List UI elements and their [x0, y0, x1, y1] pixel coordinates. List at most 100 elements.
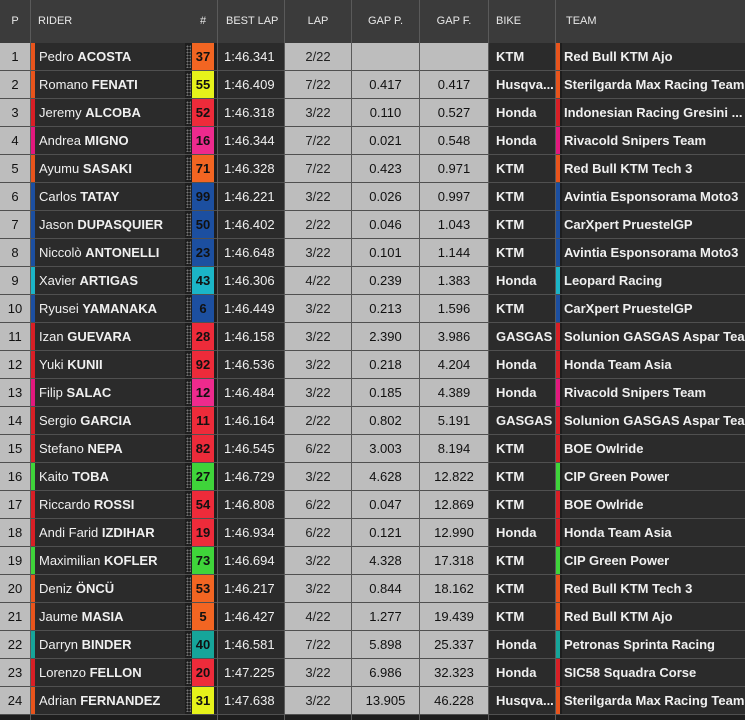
table-row[interactable]: 16 Kaito TOBA 27 1:46.729 3/22 4.628 12.822 KTM…	[0, 463, 745, 491]
rider-number-badge: 16	[192, 127, 214, 154]
rider-first-name: Darryn	[39, 637, 79, 652]
rider-name: Yuki KUNII	[31, 351, 185, 378]
gap-first-cell: 18.162	[420, 575, 488, 602]
gap-previous-cell: 0.121	[352, 519, 419, 546]
team-cell: Solunion GASGAS Aspar Tea...	[562, 407, 745, 434]
row-divider	[0, 714, 745, 715]
gap-first-cell: 4.204	[420, 351, 488, 378]
gap-previous-cell: 2.390	[352, 323, 419, 350]
table-row[interactable]: 5 Ayumu SASAKI 71 1:46.328 7/22 0.423 0.971 KTM…	[0, 155, 745, 183]
table-row[interactable]: 3 Jeremy ALCOBA 52 1:46.318 3/22 0.110 0.527 Ho…	[0, 99, 745, 127]
table-row[interactable]: 11 Izan GUEVARA 28 1:46.158 3/22 2.390 3.986 GA…	[0, 323, 745, 351]
table-row[interactable]: 7 Jason DUPASQUIER 50 1:46.402 2/22 0.046 1.04…	[0, 211, 745, 239]
table-row[interactable]: 15 Stefano NEPA 82 1:46.545 6/22 3.003 8.194 KT…	[0, 435, 745, 463]
position-cell: 16	[0, 463, 30, 490]
gap-first-cell: 0.548	[420, 127, 488, 154]
rider-number-badge: 53	[192, 575, 214, 602]
table-row[interactable]: 20 Deniz ÖNCÜ 53 1:46.217 3/22 0.844 18.162 KTM…	[0, 575, 745, 603]
rider-first-name: Andrea	[39, 133, 81, 148]
rider-color-bar	[31, 687, 35, 714]
table-row[interactable]: 12 Yuki KUNII 92 1:46.536 3/22 0.218 4.204 Hond…	[0, 351, 745, 379]
bike-cell: Honda	[489, 351, 555, 378]
position-cell: 11	[0, 323, 30, 350]
table-row[interactable]: 14 Sergio GARCIA 11 1:46.164 2/22 0.802 5.191 G…	[0, 407, 745, 435]
table-row[interactable]: 19 Maximilian KOFLER 73 1:46.694 3/22 4.328 17…	[0, 547, 745, 575]
lap-cell: 3/22	[285, 659, 351, 686]
position-cell: 23	[0, 659, 30, 686]
table-row[interactable]: 17 Riccardo ROSSI 54 1:46.808 6/22 0.047 12.86…	[0, 491, 745, 519]
table-row[interactable]: 24 Adrian FERNANDEZ 31 1:47.638 3/22 13.905 46…	[0, 687, 745, 715]
rider-color-bar	[31, 575, 35, 602]
rider-name: Stefano NEPA	[31, 435, 185, 462]
dot-pattern	[186, 297, 191, 320]
dot-pattern	[186, 213, 191, 236]
rider-name: Pedro ACOSTA	[31, 43, 185, 70]
position-cell: 5	[0, 155, 30, 182]
team-cell: Avintia Esponsorama Moto3	[562, 183, 745, 210]
rider-number-badge: 92	[192, 351, 214, 378]
table-row[interactable]: 21 Jaume MASIA 5 1:46.427 4/22 1.277 19.439 KTM…	[0, 603, 745, 631]
rider-number-badge: 23	[192, 239, 214, 266]
lap-cell: 3/22	[285, 99, 351, 126]
team-color-bar	[556, 519, 560, 546]
lap-cell: 3/22	[285, 575, 351, 602]
dot-pattern	[186, 73, 191, 96]
table-row[interactable]: 6 Carlos TATAY 99 1:46.221 3/22 0.026 0.997 KTM…	[0, 183, 745, 211]
gap-previous-cell: 0.026	[352, 183, 419, 210]
table-row[interactable]: 22 Darryn BINDER 40 1:46.581 7/22 5.898 25.337…	[0, 631, 745, 659]
rider-color-bar	[31, 155, 35, 182]
table-row[interactable]: 18 Andi Farid IZDIHAR 19 1:46.934 6/22 0.121 1…	[0, 519, 745, 547]
position-cell: 19	[0, 547, 30, 574]
column-divider	[217, 0, 218, 720]
team-cell: Rivacold Snipers Team	[562, 127, 745, 154]
table-row[interactable]: 10 Ryusei YAMANAKA 6 1:46.449 3/22 0.213 1.596…	[0, 295, 745, 323]
header-best-lap: BEST LAP	[226, 15, 279, 27]
rider-number-badge: 73	[192, 547, 214, 574]
gap-previous-cell	[352, 43, 419, 70]
rider-last-name: KOFLER	[104, 553, 158, 568]
best-lap-cell: 1:46.648	[218, 239, 284, 266]
rider-name: Maximilian KOFLER	[31, 547, 185, 574]
rider-name: Niccolò ANTONELLI	[31, 239, 185, 266]
position-cell: 1	[0, 43, 30, 70]
gap-first-cell: 19.439	[420, 603, 488, 630]
gap-first-cell: 17.318	[420, 547, 488, 574]
gap-first-cell: 3.986	[420, 323, 488, 350]
team-cell: BOE Owlride	[562, 491, 745, 518]
row-divider	[0, 546, 745, 547]
gap-first-cell: 32.323	[420, 659, 488, 686]
lap-cell: 3/22	[285, 687, 351, 714]
table-row[interactable]: 2 Romano FENATI 55 1:46.409 7/22 0.417 0.417 Hu…	[0, 71, 745, 99]
table-row[interactable]: 9 Xavier ARTIGAS 43 1:46.306 4/22 0.239 1.383 H…	[0, 267, 745, 295]
table-row[interactable]: 23 Lorenzo FELLON 20 1:47.225 3/22 6.986 32.32…	[0, 659, 745, 687]
lap-cell: 3/22	[285, 351, 351, 378]
bike-cell: KTM	[489, 463, 555, 490]
best-lap-cell: 1:46.729	[218, 463, 284, 490]
best-lap-cell: 1:46.318	[218, 99, 284, 126]
position-cell: 10	[0, 295, 30, 322]
header-lap: LAP	[307, 15, 329, 27]
table-row[interactable]: 8 Niccolò ANTONELLI 23 1:46.648 3/22 0.101 1.1…	[0, 239, 745, 267]
team-cell: CIP Green Power	[562, 463, 745, 490]
team-cell: CarXpert PruestelGP	[562, 211, 745, 238]
team-cell: Petronas Sprinta Racing	[562, 631, 745, 658]
gap-first-cell: 1.596	[420, 295, 488, 322]
rider-number-badge: 55	[192, 71, 214, 98]
table-header: P RIDER # BEST LAP LAP GAP P. GAP F. BIK…	[0, 0, 745, 43]
table-row[interactable]: 4 Andrea MIGNO 16 1:46.344 7/22 0.021 0.548 Hon…	[0, 127, 745, 155]
rider-color-bar	[31, 71, 35, 98]
rider-name: Izan GUEVARA	[31, 323, 185, 350]
best-lap-cell: 1:46.341	[218, 43, 284, 70]
team-cell: Leopard Racing	[562, 267, 745, 294]
bike-cell: GASGAS	[489, 407, 555, 434]
row-divider	[0, 126, 745, 127]
row-divider	[0, 182, 745, 183]
rider-first-name: Niccolò	[39, 245, 82, 260]
position-cell: 9	[0, 267, 30, 294]
row-divider	[0, 686, 745, 687]
table-row[interactable]: 1 Pedro ACOSTA 37 1:46.341 2/22 KTM Red Bull K…	[0, 43, 745, 71]
table-row[interactable]: 13 Filip SALAC 12 1:46.484 3/22 0.185 4.389 Hon…	[0, 379, 745, 407]
gap-first-cell: 0.417	[420, 71, 488, 98]
rider-last-name: SASAKI	[82, 161, 132, 176]
